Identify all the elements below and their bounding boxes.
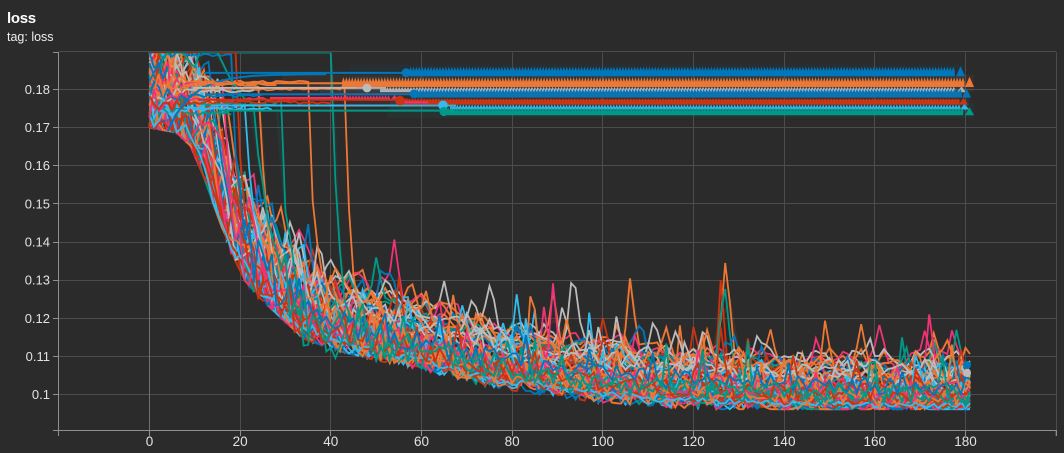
svg-text:160: 160	[864, 434, 887, 449]
svg-text:0.14: 0.14	[25, 235, 50, 250]
svg-text:0.11: 0.11	[26, 349, 50, 364]
svg-text:0: 0	[146, 434, 154, 449]
svg-text:20: 20	[233, 434, 248, 449]
svg-text:140: 140	[773, 434, 796, 449]
svg-text:0.15: 0.15	[25, 196, 50, 211]
svg-text:100: 100	[592, 434, 615, 449]
svg-text:40: 40	[323, 434, 338, 449]
svg-text:0.16: 0.16	[25, 158, 50, 173]
svg-text:0.17: 0.17	[25, 120, 50, 135]
svg-text:80: 80	[505, 434, 520, 449]
svg-text:0.13: 0.13	[25, 273, 50, 288]
svg-text:0.18: 0.18	[25, 82, 50, 97]
svg-text:120: 120	[682, 434, 705, 449]
svg-text:180: 180	[954, 434, 977, 449]
svg-text:0.1: 0.1	[32, 387, 50, 402]
svg-text:60: 60	[414, 434, 429, 449]
svg-text:0.12: 0.12	[25, 311, 50, 326]
